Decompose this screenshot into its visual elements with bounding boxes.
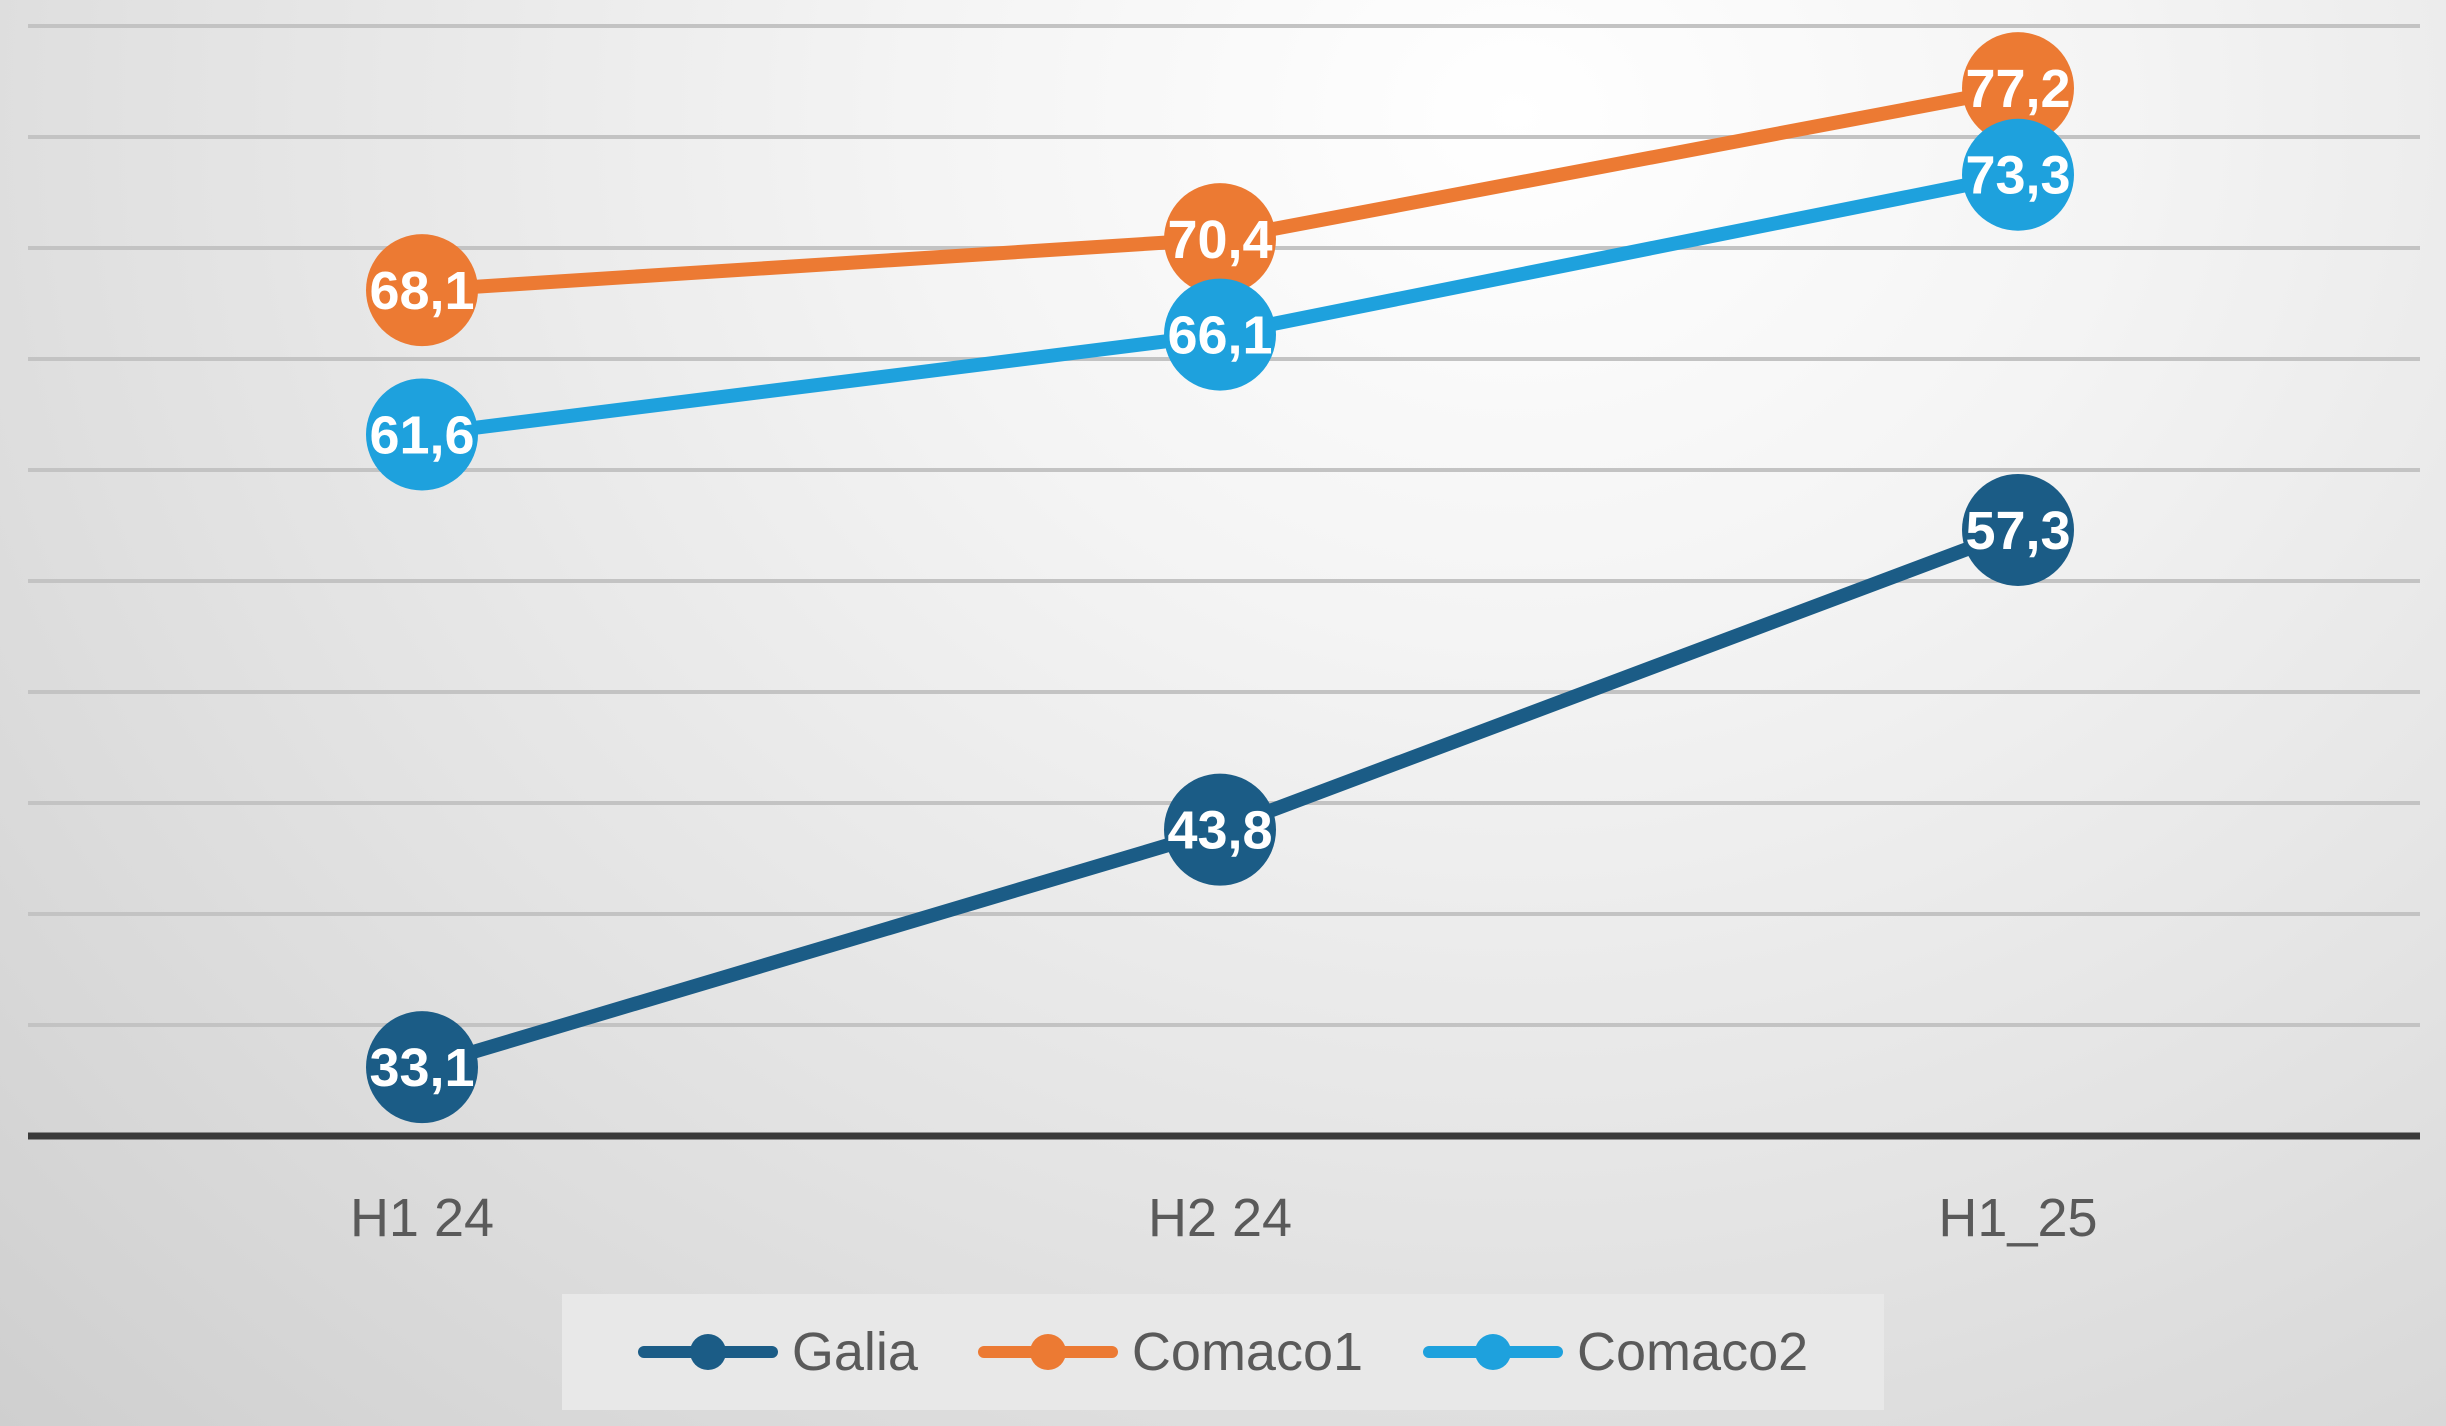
legend-marker-comaco1 bbox=[1029, 1334, 1066, 1370]
data-label-galia: 33,1 bbox=[369, 1038, 474, 1098]
data-label-comaco1: 77,2 bbox=[1965, 59, 2070, 119]
legend-label-galia: Galia bbox=[791, 1322, 918, 1382]
legend-swatch-comaco2 bbox=[1423, 1334, 1564, 1370]
data-point-comaco2 bbox=[1962, 118, 2074, 231]
data-point-comaco2 bbox=[366, 378, 478, 491]
legend-marker-galia bbox=[689, 1334, 726, 1370]
legend-label-comaco2: Comaco2 bbox=[1577, 1322, 1809, 1382]
legend-label-comaco1: Comaco1 bbox=[1131, 1322, 1364, 1382]
data-label-comaco1: 70,4 bbox=[1167, 210, 1272, 270]
legend-marker-comaco2 bbox=[1475, 1334, 1512, 1370]
data-point-galia bbox=[1164, 773, 1276, 886]
x-tick-label: H2 24 bbox=[1148, 1188, 1292, 1248]
data-labels: 33,1 43,8 57,3 68,1 70,4 77,2 61,6 66,1 73,3 bbox=[369, 59, 2070, 1098]
legend-swatch-galia bbox=[637, 1334, 778, 1370]
data-point-comaco2 bbox=[1164, 278, 1276, 391]
data-label-comaco2: 66,1 bbox=[1167, 306, 1272, 366]
data-point-comaco1 bbox=[1164, 183, 1276, 296]
x-tick-label: H1_25 bbox=[1938, 1188, 2097, 1248]
x-axis: H1 24 H2 24 H1_25 bbox=[28, 1132, 2420, 1248]
x-tick-label: H1 24 bbox=[350, 1188, 494, 1248]
data-label-comaco2: 61,6 bbox=[369, 405, 474, 465]
data-point-galia bbox=[366, 1011, 478, 1124]
data-point-comaco1 bbox=[366, 234, 478, 347]
data-point-comaco1 bbox=[1962, 32, 2074, 145]
data-label-galia: 43,8 bbox=[1167, 801, 1272, 861]
legend: Galia Comaco1 Comaco2 bbox=[562, 1294, 1884, 1410]
data-label-comaco1: 68,1 bbox=[369, 261, 474, 321]
data-label-galia: 57,3 bbox=[1965, 501, 2070, 561]
data-markers bbox=[366, 32, 2074, 1124]
legend-item-comaco2: Comaco2 bbox=[1423, 1321, 1808, 1383]
data-label-comaco2: 73,3 bbox=[1965, 146, 2070, 206]
legend-swatch-comaco1 bbox=[977, 1334, 1118, 1370]
legend-item-comaco1: Comaco1 bbox=[977, 1321, 1364, 1383]
data-point-galia bbox=[1962, 473, 2074, 586]
legend-item-galia: Galia bbox=[637, 1321, 918, 1383]
